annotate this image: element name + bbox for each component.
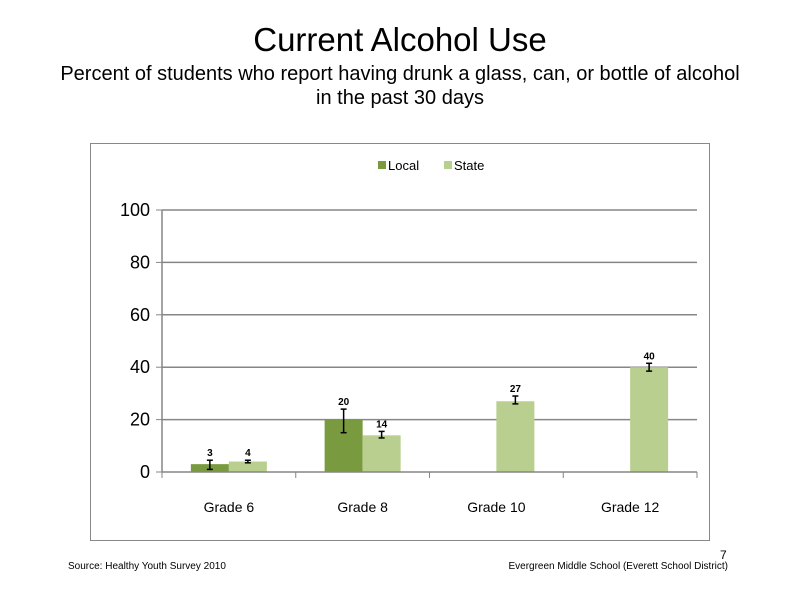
source-note: Source: Healthy Youth Survey 2010 — [68, 561, 226, 572]
chart-title: Current Alcohol Use — [253, 21, 547, 58]
data-label: 20 — [338, 397, 350, 408]
legend-swatch-state — [444, 161, 452, 169]
legend-label-state: State — [454, 158, 484, 173]
y-tick-label: 40 — [130, 357, 150, 377]
school-name: Evergreen Middle School (Everett School … — [508, 561, 728, 572]
y-tick-label: 20 — [130, 410, 150, 430]
x-tick-label: Grade 6 — [204, 499, 255, 515]
bar-state — [630, 367, 669, 472]
x-tick-label: Grade 10 — [467, 499, 526, 515]
legend-swatch-local — [378, 161, 386, 169]
data-label: 4 — [245, 448, 251, 459]
y-tick-label: 80 — [130, 252, 150, 272]
data-label: 27 — [510, 384, 522, 395]
chart-subtitle: Percent of students who report having dr… — [60, 63, 740, 109]
bar-state — [496, 401, 535, 472]
data-label: 14 — [376, 419, 388, 430]
data-label: 3 — [207, 448, 213, 459]
y-tick-label: 0 — [140, 462, 150, 482]
chart-frame — [90, 143, 710, 541]
legend-label-local: Local — [388, 158, 419, 173]
y-tick-label: 100 — [120, 200, 150, 220]
y-tick-label: 60 — [130, 305, 150, 325]
slide-number: 7 — [720, 548, 727, 562]
x-tick-label: Grade 12 — [601, 499, 660, 515]
bar-state — [228, 461, 267, 472]
x-tick-label: Grade 8 — [337, 499, 388, 515]
bar-state — [362, 435, 401, 472]
data-label: 40 — [644, 351, 656, 362]
